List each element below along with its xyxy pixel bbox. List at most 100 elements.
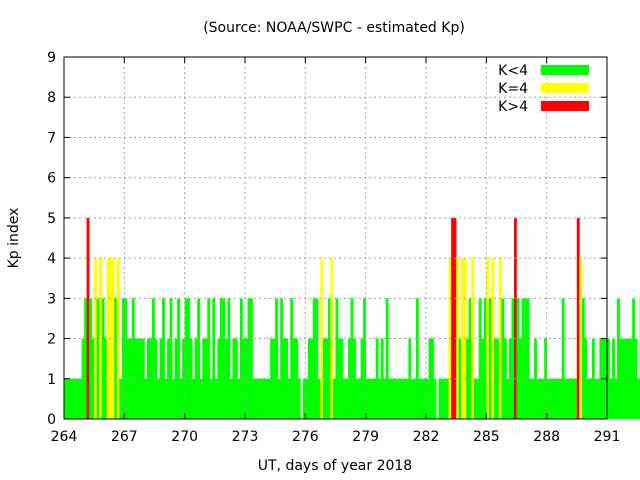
kp-bar xyxy=(403,378,407,419)
kp-bar xyxy=(141,338,145,419)
kp-bar xyxy=(162,298,165,419)
kp-bar xyxy=(131,298,135,419)
kp-bar xyxy=(415,298,419,419)
kp-bar xyxy=(71,378,75,419)
kp-bar xyxy=(466,338,470,419)
kp-bar xyxy=(456,258,460,419)
kp-bar xyxy=(74,378,77,419)
kp-bar xyxy=(433,378,437,419)
kp-bar xyxy=(468,298,472,419)
kp-bar xyxy=(607,338,610,419)
kp-bar xyxy=(488,298,492,419)
kp-bar xyxy=(114,298,118,419)
kp-bar xyxy=(624,338,628,419)
kp-bar xyxy=(146,338,150,419)
kp-bar xyxy=(260,378,263,419)
kp-bar xyxy=(536,378,540,419)
kp-bar xyxy=(64,378,67,419)
kp-bar xyxy=(327,298,331,419)
kp-bar xyxy=(295,338,299,419)
kp-bar xyxy=(89,298,92,419)
kp-bar xyxy=(539,378,542,419)
kp-bar xyxy=(207,298,211,419)
kp-bar xyxy=(526,298,530,419)
kp-bar xyxy=(634,338,638,419)
kp-bar xyxy=(418,378,422,419)
kp-bar xyxy=(368,378,372,419)
kp-bar xyxy=(119,378,123,419)
kp-bar xyxy=(317,378,321,419)
kp-bar xyxy=(564,378,568,419)
kp-bar xyxy=(360,338,364,419)
kp-bar xyxy=(614,378,618,419)
legend-swatch xyxy=(541,101,589,111)
kp-bar xyxy=(453,217,457,419)
kp-bar xyxy=(513,217,517,419)
kp-bar xyxy=(121,298,125,419)
kp-bar xyxy=(443,378,447,419)
x-tick-label: 270 xyxy=(171,429,198,445)
kp-bar xyxy=(521,298,525,419)
kp-bar xyxy=(398,378,402,419)
kp-bar xyxy=(576,217,580,419)
kp-bar xyxy=(531,378,535,419)
kp-bar xyxy=(574,378,578,419)
kp-bar xyxy=(144,378,148,419)
kp-bar xyxy=(627,338,630,419)
legend-swatch xyxy=(541,83,589,93)
kp-bar xyxy=(629,338,633,419)
y-tick-label: 7 xyxy=(47,130,56,146)
kp-bar xyxy=(358,378,361,419)
kp-bar xyxy=(312,298,316,419)
kp-bar xyxy=(410,378,414,419)
kp-bar xyxy=(388,378,392,419)
kp-bar xyxy=(471,258,475,419)
y-axis-ticks: 0 1 2 3 4 5 6 7 8 9 xyxy=(47,50,607,428)
kp-bar xyxy=(332,378,336,419)
kp-bar xyxy=(571,378,575,419)
legend: K<4 K=4 K>4 xyxy=(498,63,589,115)
kp-bar xyxy=(325,338,329,419)
kp-bar xyxy=(136,338,140,419)
legend-label: K>4 xyxy=(498,99,528,115)
kp-bar xyxy=(174,338,178,419)
kp-bar xyxy=(375,338,379,419)
kp-bar xyxy=(390,378,394,419)
kp-bar xyxy=(516,298,520,419)
kp-bar xyxy=(438,378,442,419)
kp-bar xyxy=(179,378,183,419)
kp-bar xyxy=(81,338,85,419)
kp-bar xyxy=(330,258,334,419)
kp-bar xyxy=(586,378,590,419)
kp-bar xyxy=(551,378,555,419)
legend-swatch xyxy=(541,65,589,75)
kp-bar xyxy=(581,298,585,419)
kp-bar xyxy=(446,378,449,419)
legend-label: K=4 xyxy=(498,81,528,97)
kp-bar xyxy=(461,258,465,419)
kp-bar xyxy=(549,378,553,419)
kp-bar xyxy=(589,378,593,419)
kp-bar xyxy=(232,338,236,419)
kp-bar xyxy=(270,338,273,419)
kp-bar xyxy=(177,298,180,419)
y-tick-label: 5 xyxy=(47,211,56,227)
bar-group xyxy=(64,217,640,419)
kp-bar xyxy=(478,298,482,419)
kp-bar xyxy=(596,378,600,419)
kp-bar xyxy=(483,298,487,419)
kp-bar xyxy=(619,338,623,419)
kp-bar xyxy=(491,258,495,419)
kp-bar xyxy=(302,378,306,419)
x-axis-ticks: 264 267 270 273 276 279 282 285 288 291 xyxy=(51,57,620,445)
kp-bar xyxy=(111,258,115,419)
kp-bar xyxy=(405,378,409,419)
kp-bar xyxy=(297,378,301,419)
kp-bar xyxy=(219,298,223,419)
kp-bar xyxy=(194,338,198,419)
kp-bar xyxy=(524,298,527,419)
kp-bar xyxy=(126,338,130,419)
kp-bar xyxy=(541,378,545,419)
kp-bar xyxy=(265,378,268,419)
kp-bar xyxy=(167,338,170,419)
